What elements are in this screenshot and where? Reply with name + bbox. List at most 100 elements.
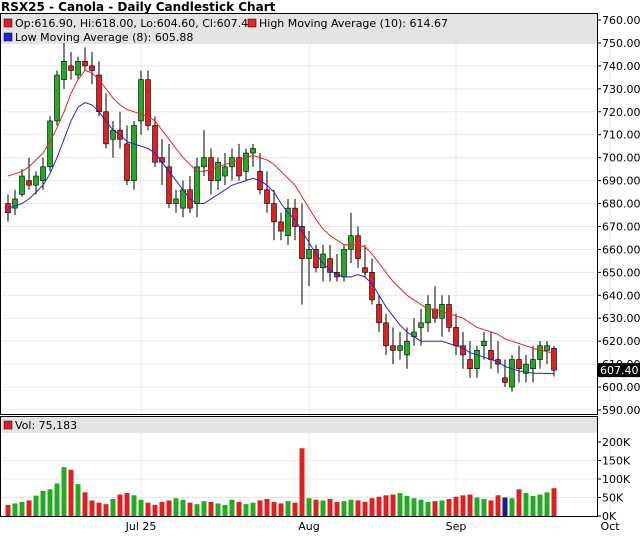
volume-bar xyxy=(376,496,382,516)
candle xyxy=(215,157,221,190)
candle xyxy=(152,116,158,167)
price-tick-label: 700.00 xyxy=(602,152,640,165)
volume-bar xyxy=(362,501,368,516)
volume-bar xyxy=(215,503,221,516)
candle xyxy=(68,52,74,80)
volume-bar xyxy=(502,497,508,516)
high-ma-legend-swatch xyxy=(247,18,257,28)
volume-bar xyxy=(369,498,375,516)
volume-legend-bg xyxy=(1,417,597,433)
volume-legend-swatch xyxy=(3,420,13,430)
volume-bar xyxy=(180,499,186,516)
high-ma-legend: High Moving Average (10): 614.67 xyxy=(259,17,448,30)
volume-bar xyxy=(544,492,550,516)
volume-bar xyxy=(348,499,354,516)
volume-bar xyxy=(271,501,277,516)
candle xyxy=(313,244,319,273)
volume-bar xyxy=(306,498,312,516)
volume-bar xyxy=(383,495,389,516)
price-legend-bg xyxy=(1,14,597,44)
volume-bar xyxy=(166,500,172,516)
volume-bar xyxy=(110,498,116,516)
volume-bar xyxy=(425,501,431,516)
candle xyxy=(19,169,25,197)
candle xyxy=(145,70,151,131)
volume-bar xyxy=(89,500,95,516)
volume-bar xyxy=(523,493,529,516)
volume-bar xyxy=(131,495,137,516)
candles xyxy=(5,42,557,392)
candle xyxy=(348,212,354,264)
volume-bar xyxy=(320,500,326,516)
candle xyxy=(523,354,529,383)
volume-bar xyxy=(145,502,151,516)
volume-bar xyxy=(474,497,480,516)
candle xyxy=(376,295,382,332)
volume-bar xyxy=(19,501,25,516)
volume-bar xyxy=(264,498,270,516)
price-tick-label: 620.00 xyxy=(602,335,640,348)
volume-bar xyxy=(418,499,424,516)
volume-bar xyxy=(12,503,18,516)
candle xyxy=(425,295,431,332)
price-tick-label: 710.00 xyxy=(602,129,640,142)
date-tick-label: Aug xyxy=(298,520,319,533)
volume-bar xyxy=(159,501,165,516)
volume-bar xyxy=(285,501,291,516)
candle xyxy=(173,189,179,213)
volume-axis: 200K 150K 100K 50K 0K xyxy=(597,436,631,523)
candle xyxy=(537,341,543,369)
volume-bar xyxy=(355,500,361,516)
candle xyxy=(82,47,88,71)
volume-bar xyxy=(390,494,396,516)
price-tick-label: 720.00 xyxy=(602,106,640,119)
price-tick-label: 650.00 xyxy=(602,266,640,279)
price-panel xyxy=(0,13,598,415)
candle xyxy=(278,212,284,241)
candle xyxy=(516,345,522,383)
candle xyxy=(26,157,32,190)
candle xyxy=(138,70,144,135)
volume-bar xyxy=(96,502,102,516)
volume-bar xyxy=(82,492,88,516)
date-tick-label: Sep xyxy=(446,520,467,533)
volume-bar xyxy=(257,500,263,516)
volume-bar xyxy=(404,496,410,516)
volume-bar xyxy=(40,490,46,516)
candle xyxy=(397,332,403,360)
volume-bar xyxy=(5,504,11,516)
volume-bar xyxy=(152,504,158,516)
candle xyxy=(383,313,389,355)
volume-bar xyxy=(194,504,200,516)
candle xyxy=(481,332,487,360)
price-tick-label: 680.00 xyxy=(602,198,640,211)
volume-bar xyxy=(509,498,515,516)
volume-bar xyxy=(138,499,144,516)
volume-bar xyxy=(481,498,487,516)
candle xyxy=(362,244,368,277)
candle xyxy=(271,189,277,241)
price-tick-label: 670.00 xyxy=(602,220,640,233)
candle xyxy=(166,143,172,209)
candle xyxy=(54,70,60,126)
volume-bar xyxy=(495,495,501,516)
price-tick-label: 740.00 xyxy=(602,60,640,73)
low-moving-average-line xyxy=(7,102,555,375)
volume-bar xyxy=(488,500,494,516)
candle xyxy=(124,125,130,186)
volume-bar xyxy=(334,501,340,516)
volume-tick-label: 0K xyxy=(602,510,617,523)
candle xyxy=(369,258,375,305)
volume-bar xyxy=(75,484,81,516)
candle xyxy=(460,332,466,369)
volume-tick-label: 200K xyxy=(602,436,631,449)
candle xyxy=(299,203,305,305)
candle xyxy=(222,153,228,186)
volume-bar xyxy=(397,493,403,516)
candle xyxy=(61,42,67,89)
volume-bar xyxy=(201,501,207,516)
volume-bar xyxy=(292,502,298,516)
volume-tick-label: 100K xyxy=(602,473,631,486)
candle xyxy=(89,52,95,85)
